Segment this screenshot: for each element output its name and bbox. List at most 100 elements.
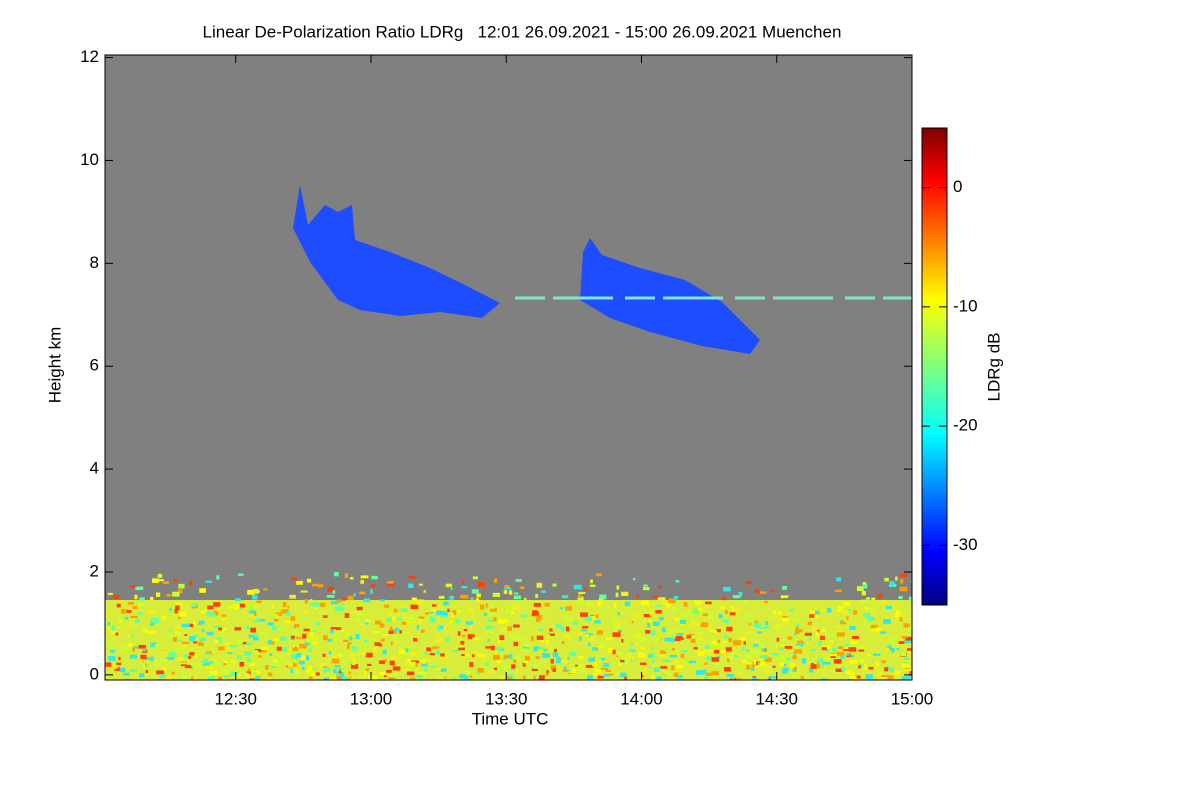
speckle <box>511 605 520 611</box>
speckle <box>730 606 735 611</box>
speckle <box>430 611 434 614</box>
speckle <box>203 658 211 664</box>
speckle <box>537 632 544 636</box>
speckle <box>180 675 188 680</box>
speckle <box>578 656 584 659</box>
speckle <box>826 607 832 613</box>
speckle <box>617 651 625 656</box>
speckle <box>364 669 368 675</box>
speckle <box>239 661 244 667</box>
speckle <box>532 610 538 614</box>
speckle <box>236 654 243 659</box>
speckle <box>597 628 600 631</box>
speckle <box>184 633 187 637</box>
speckle <box>662 601 669 606</box>
speckle <box>394 627 400 632</box>
speckle <box>750 667 755 671</box>
speckle <box>272 659 279 663</box>
speckle <box>286 612 291 616</box>
speckle <box>860 658 864 664</box>
speckle <box>810 649 816 652</box>
speckle <box>792 655 797 659</box>
speckle <box>781 638 787 642</box>
speckle <box>579 636 582 641</box>
speckle <box>903 657 910 661</box>
speckle <box>205 652 210 656</box>
speckle <box>696 637 704 640</box>
speckle <box>617 612 620 616</box>
speckle <box>565 626 570 632</box>
speckle <box>814 614 819 618</box>
speckle <box>405 645 410 650</box>
speckle <box>716 642 719 646</box>
speckle <box>205 580 213 583</box>
speckle <box>160 659 169 662</box>
speckle <box>746 664 750 670</box>
speckle <box>862 584 868 589</box>
speckle <box>511 677 515 680</box>
speckle <box>154 660 162 666</box>
speckle <box>228 663 232 667</box>
speckle <box>522 675 526 680</box>
speckle <box>282 602 287 608</box>
speckle <box>624 661 630 664</box>
speckle <box>399 630 402 634</box>
speckle <box>508 590 513 595</box>
speckle <box>741 646 745 651</box>
speckle <box>500 648 504 652</box>
speckle <box>818 657 825 663</box>
speckle <box>218 646 225 651</box>
speckle <box>257 619 266 622</box>
speckle <box>734 614 737 617</box>
speckle <box>493 617 497 622</box>
speckle <box>213 660 219 666</box>
speckle <box>593 672 598 677</box>
speckle <box>295 669 301 674</box>
speckle <box>452 649 459 652</box>
speckle <box>715 644 724 648</box>
speckle <box>823 672 827 677</box>
speckle <box>445 583 452 588</box>
speckle <box>905 636 912 641</box>
speckle <box>181 623 190 627</box>
speckle <box>598 598 604 602</box>
speckle <box>900 651 906 657</box>
speckle <box>896 648 900 651</box>
speckle <box>742 659 747 664</box>
speckle <box>772 610 777 615</box>
speckle <box>720 605 725 610</box>
speckle <box>523 660 529 664</box>
speckle <box>289 594 296 599</box>
speckle <box>675 636 683 639</box>
speckle <box>625 623 629 627</box>
speckle <box>307 665 312 670</box>
speckle <box>774 643 778 648</box>
speckle <box>705 601 712 605</box>
speckle <box>677 677 683 680</box>
speckle <box>275 614 279 619</box>
speckle <box>118 619 123 622</box>
speckle <box>315 672 320 676</box>
speckle <box>459 674 467 679</box>
speckle <box>698 630 704 635</box>
cirrus-cloud <box>293 185 500 318</box>
speckle <box>254 633 258 639</box>
speckle <box>884 577 889 582</box>
speckle <box>847 608 852 613</box>
speckle <box>875 661 879 667</box>
speckle <box>552 668 556 672</box>
speckle <box>225 670 230 675</box>
speckle <box>594 620 601 624</box>
speckle <box>763 600 768 604</box>
speckle <box>365 668 370 671</box>
speckle <box>338 653 345 657</box>
speckle <box>633 612 641 617</box>
speckle <box>638 653 646 658</box>
speckle <box>243 651 251 656</box>
speckle <box>707 652 711 656</box>
speckle <box>349 576 354 580</box>
speckle <box>779 647 784 651</box>
speckle <box>835 589 842 592</box>
speckle <box>268 640 272 645</box>
colorbar-tick-label: -20 <box>953 416 978 435</box>
